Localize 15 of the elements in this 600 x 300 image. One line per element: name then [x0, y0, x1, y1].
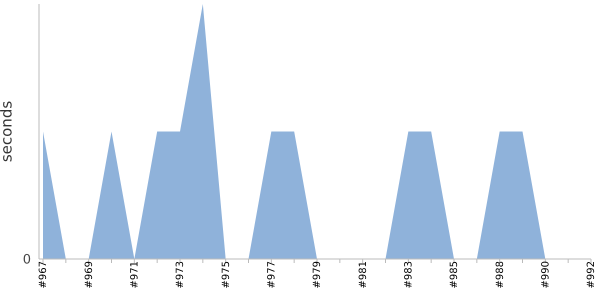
x-tick-label: #967 [38, 261, 50, 288]
x-tick-label: #981 [358, 261, 369, 288]
x-tick-label: #979 [312, 261, 324, 288]
x-tick-label: #983 [403, 261, 414, 288]
x-tick-label: #990 [540, 261, 552, 288]
x-tick-label: #969 [84, 261, 95, 288]
x-tick-label: #992 [586, 261, 598, 288]
text: 0 [22, 252, 31, 268]
x-tick-label: #988 [494, 261, 506, 288]
x-tick-label: #977 [266, 261, 278, 288]
x-tick-label: #975 [220, 261, 232, 288]
y-axis-title: seconds [0, 100, 16, 162]
x-tick-label: #971 [129, 261, 140, 288]
x-tick-label: #973 [175, 261, 186, 288]
x-tick-label: #985 [449, 261, 460, 288]
